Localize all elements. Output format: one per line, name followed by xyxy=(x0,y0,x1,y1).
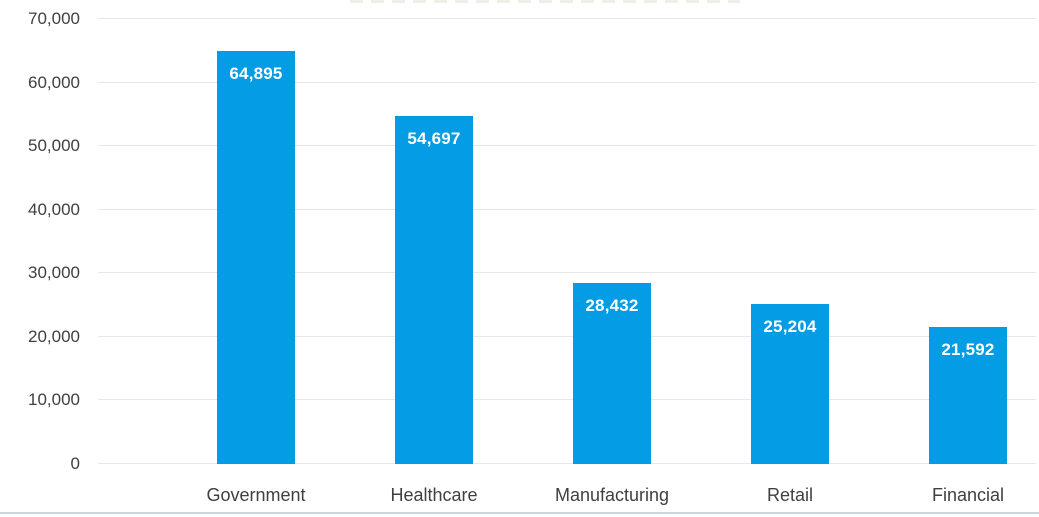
y-tick-label: 70,000 xyxy=(28,9,80,28)
bar-government[interactable]: 64,895 xyxy=(217,51,295,464)
y-tick-label: 60,000 xyxy=(28,72,80,92)
bar-financial[interactable]: 21,592 xyxy=(929,326,1007,464)
bar-value-label: 28,432 xyxy=(585,296,639,316)
bar-value-label: 21,592 xyxy=(941,339,995,359)
bar-healthcare[interactable]: 54,697 xyxy=(395,116,473,464)
y-tick-label: 30,000 xyxy=(28,263,80,283)
category-label-financial: Financial xyxy=(931,485,1005,505)
gridline-0 xyxy=(98,463,1036,464)
y-tick-label: 20,000 xyxy=(28,326,80,346)
gridline-70000 xyxy=(98,18,1036,19)
bar-value-label: 54,697 xyxy=(407,129,461,149)
y-tick-label: 50,000 xyxy=(28,136,80,156)
bar-value-label: 25,204 xyxy=(763,316,817,336)
bottom-border xyxy=(0,512,1039,514)
gridline-40000 xyxy=(98,208,1036,210)
gridline-50000 xyxy=(98,145,1036,147)
category-label-retail: Retail xyxy=(766,485,814,505)
gridline-30000 xyxy=(98,272,1036,274)
clipped-title-remnant xyxy=(350,0,740,3)
category-label-healthcare: Healthcare xyxy=(390,485,478,505)
y-tick-label: 40,000 xyxy=(28,199,80,219)
category-label-manufacturing: Manufacturing xyxy=(554,485,670,505)
gridline-60000 xyxy=(98,81,1036,83)
bar-manufacturing[interactable]: 28,432 xyxy=(573,283,651,464)
category-label-government: Government xyxy=(206,485,306,505)
y-tick-label: 10,000 xyxy=(28,390,80,410)
bar-retail[interactable]: 25,204 xyxy=(751,303,829,464)
y-tick-label: 0 xyxy=(70,454,80,473)
bar-value-label: 64,895 xyxy=(229,64,283,84)
gridline-10000 xyxy=(98,399,1036,401)
gridline-20000 xyxy=(98,335,1036,337)
